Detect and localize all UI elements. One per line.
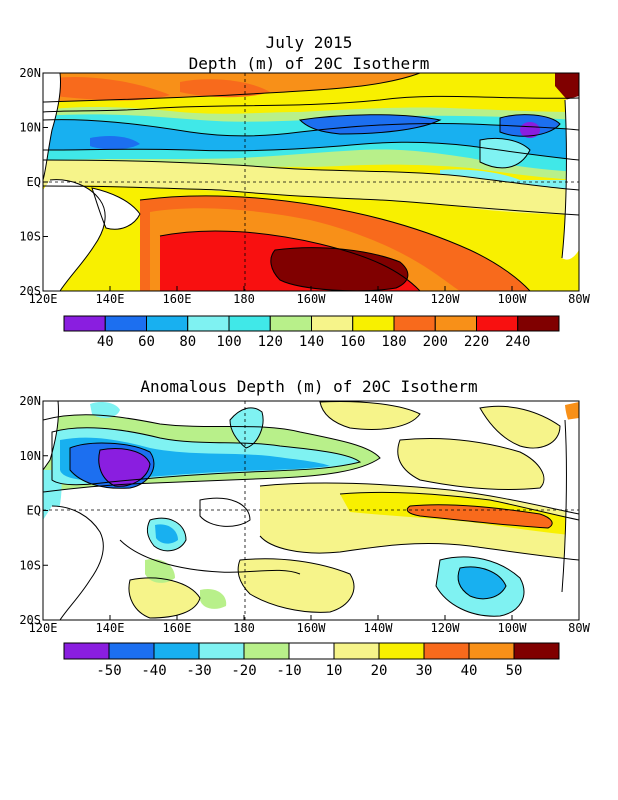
chart1-colorbar-label: 200 xyxy=(423,334,448,350)
chart1-title: July 2015 xyxy=(265,33,353,52)
chart1-y-tick-label: 20N xyxy=(19,66,41,80)
chart2-colorbar-swatch xyxy=(378,642,425,660)
chart1-x-tick-label: 140W xyxy=(364,292,394,306)
chart1-colorbar-swatch xyxy=(104,315,147,332)
chart2-colorbar-swatch xyxy=(198,642,245,660)
chart1-colorbar-label: 60 xyxy=(138,334,155,350)
chart2-colorbar-label: 30 xyxy=(416,663,433,679)
chart1-colorbar-label: 160 xyxy=(340,334,365,350)
chart2-gridlines xyxy=(43,401,579,620)
chart2-colorbar-label: -20 xyxy=(231,663,256,679)
chart1-x-tick-label: 120E xyxy=(29,292,58,306)
chart2-title: Anomalous Depth (m) of 20C Isotherm xyxy=(140,377,478,396)
chart1-x-tick-label: 160E xyxy=(163,292,192,306)
chart1-subtitle: Depth (m) of 20C Isotherm xyxy=(188,54,430,73)
chart1-colorbar-swatch xyxy=(311,315,354,332)
chart2-colorbar-swatch xyxy=(468,642,515,660)
chart1-x-tick-label: 100W xyxy=(498,292,528,306)
chart2-colorbar-swatch xyxy=(333,642,380,660)
chart2-colorbar-label: 20 xyxy=(371,663,388,679)
chart2-colorbar-swatch xyxy=(153,642,200,660)
chart1-x-tick-label: 120W xyxy=(431,292,461,306)
chart1-colorbar-label: 80 xyxy=(179,334,196,350)
chart1-colorbar-label: 220 xyxy=(464,334,489,350)
chart1-x-tick-label: 80W xyxy=(568,292,590,306)
chart2-colorbar-swatch xyxy=(423,642,470,660)
chart2-x-tick-label: 120E xyxy=(29,621,58,635)
chart1-colorbar-label: 180 xyxy=(381,334,406,350)
chart1-x-tick-label: 160W xyxy=(297,292,327,306)
chart2-x-tick-label: 160E xyxy=(163,621,192,635)
chart2-x-tick-label: 160W xyxy=(297,621,327,635)
chart2-y-tick-label: 20S xyxy=(19,613,41,627)
chart1-colorbar-swatch xyxy=(63,315,106,332)
chart1-colorbar-swatch xyxy=(476,315,519,332)
chart1-colorbar-swatch xyxy=(146,315,189,332)
chart1-colorbar-swatch xyxy=(434,315,477,332)
chart2-x-tick-label: 100W xyxy=(498,621,528,635)
chart1-colorbar-label: 140 xyxy=(299,334,324,350)
chart1-colorbar-label: 120 xyxy=(258,334,283,350)
chart2-x-tick-label: 140E xyxy=(96,621,125,635)
chart2-colorbar-swatch xyxy=(108,642,155,660)
chart1-y-tick-label: EQ xyxy=(27,175,41,189)
chart1-colorbar-swatch xyxy=(187,315,230,332)
chart2-colorbar-swatch xyxy=(513,642,560,660)
chart2-colorbar-label: 40 xyxy=(461,663,478,679)
chart2-y-tick-label: 10N xyxy=(19,449,41,463)
chart2-x-tick-label: 140W xyxy=(364,621,394,635)
chart1-colorbar-label: 240 xyxy=(505,334,530,350)
chart1-colorbar-swatch xyxy=(352,315,395,332)
chart2-x-tick-label: 180 xyxy=(233,621,255,635)
chart1-y-tick-label: 10S xyxy=(19,230,41,244)
chart2-colorbar-label: -50 xyxy=(96,663,121,679)
chart1-y-tick-label: 10N xyxy=(19,121,41,135)
chart1-map xyxy=(43,73,579,291)
chart2-colorbar-label: -30 xyxy=(186,663,211,679)
chart1-gridlines xyxy=(43,73,579,291)
chart1-y-tick-label: 20S xyxy=(19,284,41,298)
chart2-colorbar-swatch xyxy=(63,642,110,660)
chart2-colorbar-label: -10 xyxy=(276,663,301,679)
chart2-y-tick-label: 20N xyxy=(19,394,41,408)
chart1-x-tick-label: 140E xyxy=(96,292,125,306)
chart1-colorbar-swatch xyxy=(517,315,560,332)
chart2-map xyxy=(43,401,579,620)
chart2-colorbar-swatch xyxy=(243,642,290,660)
chart2-x-tick-label: 120W xyxy=(431,621,461,635)
chart2-colorbar-label: 50 xyxy=(506,663,523,679)
chart1-colorbar-swatch xyxy=(228,315,271,332)
chart1-colorbar-swatch xyxy=(269,315,312,332)
chart1-x-tick-label: 180 xyxy=(233,292,255,306)
chart2-y-tick-label: 10S xyxy=(19,558,41,572)
chart1-colorbar-swatch xyxy=(393,315,436,332)
chart2-x-tick-label: 80W xyxy=(568,621,590,635)
chart1-colorbar-label: 40 xyxy=(97,334,114,350)
chart2-colorbar-label: -40 xyxy=(141,663,166,679)
chart2-y-tick-label: EQ xyxy=(27,504,41,518)
chart2-colorbar-swatch xyxy=(288,642,335,660)
chart2-colorbar-label: 10 xyxy=(326,663,343,679)
chart1-colorbar-label: 100 xyxy=(216,334,241,350)
